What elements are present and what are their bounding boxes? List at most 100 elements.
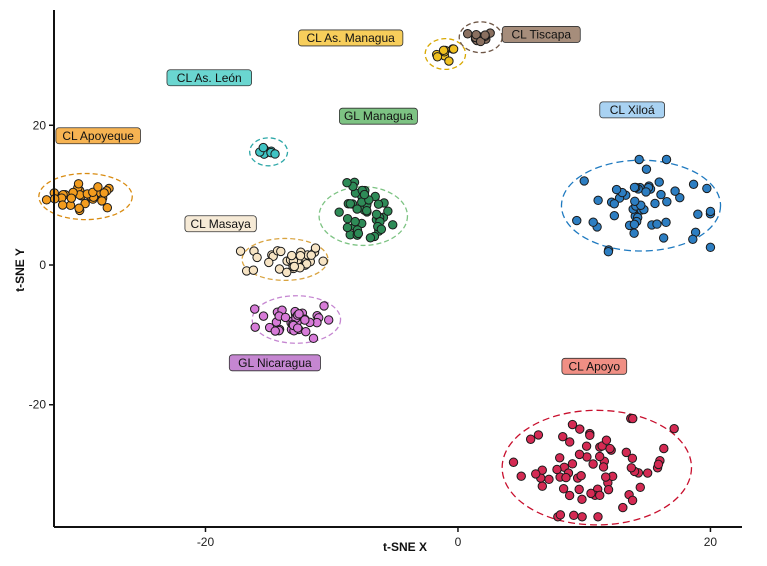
ellipse-gl-nicaragua <box>251 295 342 344</box>
point-cl-apoyo <box>574 484 584 495</box>
point-cl-apoyo <box>574 449 585 460</box>
point-cl-xilo <box>688 179 699 190</box>
label-box-cl-xilo <box>599 101 665 119</box>
x-axis-title: t-SNE X <box>383 540 427 554</box>
point-gl-managua <box>342 222 353 233</box>
point-cl-apoyo <box>544 474 554 485</box>
point-cl-masaya <box>264 257 274 268</box>
point-gl-managua <box>345 199 356 209</box>
point-cl-xilo <box>629 228 639 238</box>
point-gl-nicaragua <box>294 309 304 319</box>
point-cl-as-le-n <box>258 142 268 153</box>
point-gl-nicaragua <box>300 315 310 325</box>
label-cl-as-le-n: CL As. León <box>177 71 242 85</box>
point-cl-xilo <box>593 195 603 206</box>
point-cl-xilo <box>609 210 620 221</box>
point-cl-as-managua <box>438 45 449 56</box>
point-cl-apoyo <box>626 463 637 473</box>
point-cl-apoyo <box>618 502 628 513</box>
point-cl-apoyo <box>653 459 664 470</box>
point-cl-xilo <box>650 198 660 209</box>
point-cl-xilo <box>705 242 716 253</box>
point-cl-xilo <box>611 184 622 195</box>
label-cl-tiscapa: CL Tiscapa <box>511 27 571 41</box>
point-cl-xilo <box>609 199 619 209</box>
point-cl-tiscapa <box>475 36 486 47</box>
point-cl-apoyo <box>555 510 566 520</box>
point-cl-apoyo <box>569 510 579 521</box>
point-gl-managua <box>342 177 352 188</box>
point-cl-xilo <box>656 189 666 200</box>
cluster-ellipses <box>38 21 722 526</box>
label-gl-nicaragua: GL Nicaragua <box>238 356 312 370</box>
point-cl-apoyo <box>516 471 526 481</box>
point-cl-xilo <box>670 186 680 196</box>
point-cl-xilo <box>629 219 640 230</box>
point-cl-masaya <box>248 265 259 275</box>
point-gl-nicaragua <box>280 312 291 323</box>
point-gl-managua <box>373 199 384 209</box>
label-cl-apoyo: CL Apoyo <box>569 359 621 373</box>
label-box-cl-apoyo <box>561 357 628 375</box>
point-gl-managua <box>383 206 393 216</box>
ellipse-cl-apoyeque <box>38 172 133 221</box>
label-cl-masaya: CL Masaya <box>191 217 252 231</box>
point-gl-nicaragua <box>250 304 260 314</box>
point-cl-apoyo <box>552 464 562 475</box>
point-cl-xilo <box>572 215 582 226</box>
point-cl-tiscapa <box>480 30 490 40</box>
label-box-cl-tiscapa <box>501 26 581 43</box>
point-cl-apoyo <box>601 435 612 445</box>
point-cl-xilo <box>688 234 698 244</box>
point-gl-nicaragua <box>293 323 303 333</box>
point-cl-apoyo <box>555 453 565 463</box>
point-cl-apoyo <box>558 431 568 442</box>
point-cl-xilo <box>652 219 662 229</box>
point-cl-xilo <box>661 217 671 228</box>
point-cl-apoyeque <box>93 182 103 192</box>
point-cl-apoyo <box>594 451 605 462</box>
point-cl-apoyo <box>588 459 598 469</box>
point-gl-managua <box>359 189 370 200</box>
label-cl-as-managua: CL As. Managua <box>307 31 396 45</box>
point-cl-apoyo <box>508 457 519 467</box>
point-cl-as-le-n <box>270 149 280 159</box>
point-cl-xilo <box>658 233 669 243</box>
label-gl-managua: GL Managua <box>344 109 413 123</box>
point-cl-apoyeque <box>73 179 84 189</box>
point-gl-nicaragua <box>319 301 329 311</box>
point-cl-xilo <box>634 154 644 165</box>
point-cl-apoyo <box>603 484 614 495</box>
label-box-cl-as-le-n <box>166 69 252 87</box>
point-cl-apoyo <box>561 472 571 483</box>
point-cl-apoyeque <box>74 203 84 213</box>
point-cl-masaya <box>276 246 286 257</box>
point-cl-apoyo <box>576 471 586 481</box>
point-cl-apoyo <box>598 462 609 472</box>
point-cl-xilo <box>641 187 651 197</box>
point-cl-masaya <box>310 243 321 253</box>
label-box-gl-managua <box>339 107 418 125</box>
point-gl-managua <box>371 209 382 220</box>
point-cl-xilo <box>705 206 716 217</box>
point-cl-masaya <box>282 267 292 278</box>
label-cl-xilo: CL Xiloá <box>610 103 655 117</box>
point-cl-apoyo <box>585 430 595 441</box>
point-cl-apoyeque <box>66 193 77 203</box>
point-cl-apoyo <box>642 468 653 478</box>
y-tick-label: 20 <box>33 118 47 132</box>
point-cl-apoyo <box>577 494 587 505</box>
y-axis-title: t-SNE Y <box>13 248 27 292</box>
y-tick-label: -20 <box>29 398 47 412</box>
x-tick-label: 20 <box>704 535 718 549</box>
point-cl-apoyeque <box>41 195 52 205</box>
point-cl-apoyo <box>593 512 603 522</box>
point-cl-masaya <box>295 251 306 261</box>
point-cl-masaya <box>306 250 316 260</box>
point-gl-nicaragua <box>308 333 319 344</box>
point-cl-apoyo <box>577 512 587 522</box>
point-cl-apoyo <box>627 453 638 464</box>
point-cl-masaya <box>252 252 262 263</box>
point-cl-apoyo <box>628 413 638 424</box>
